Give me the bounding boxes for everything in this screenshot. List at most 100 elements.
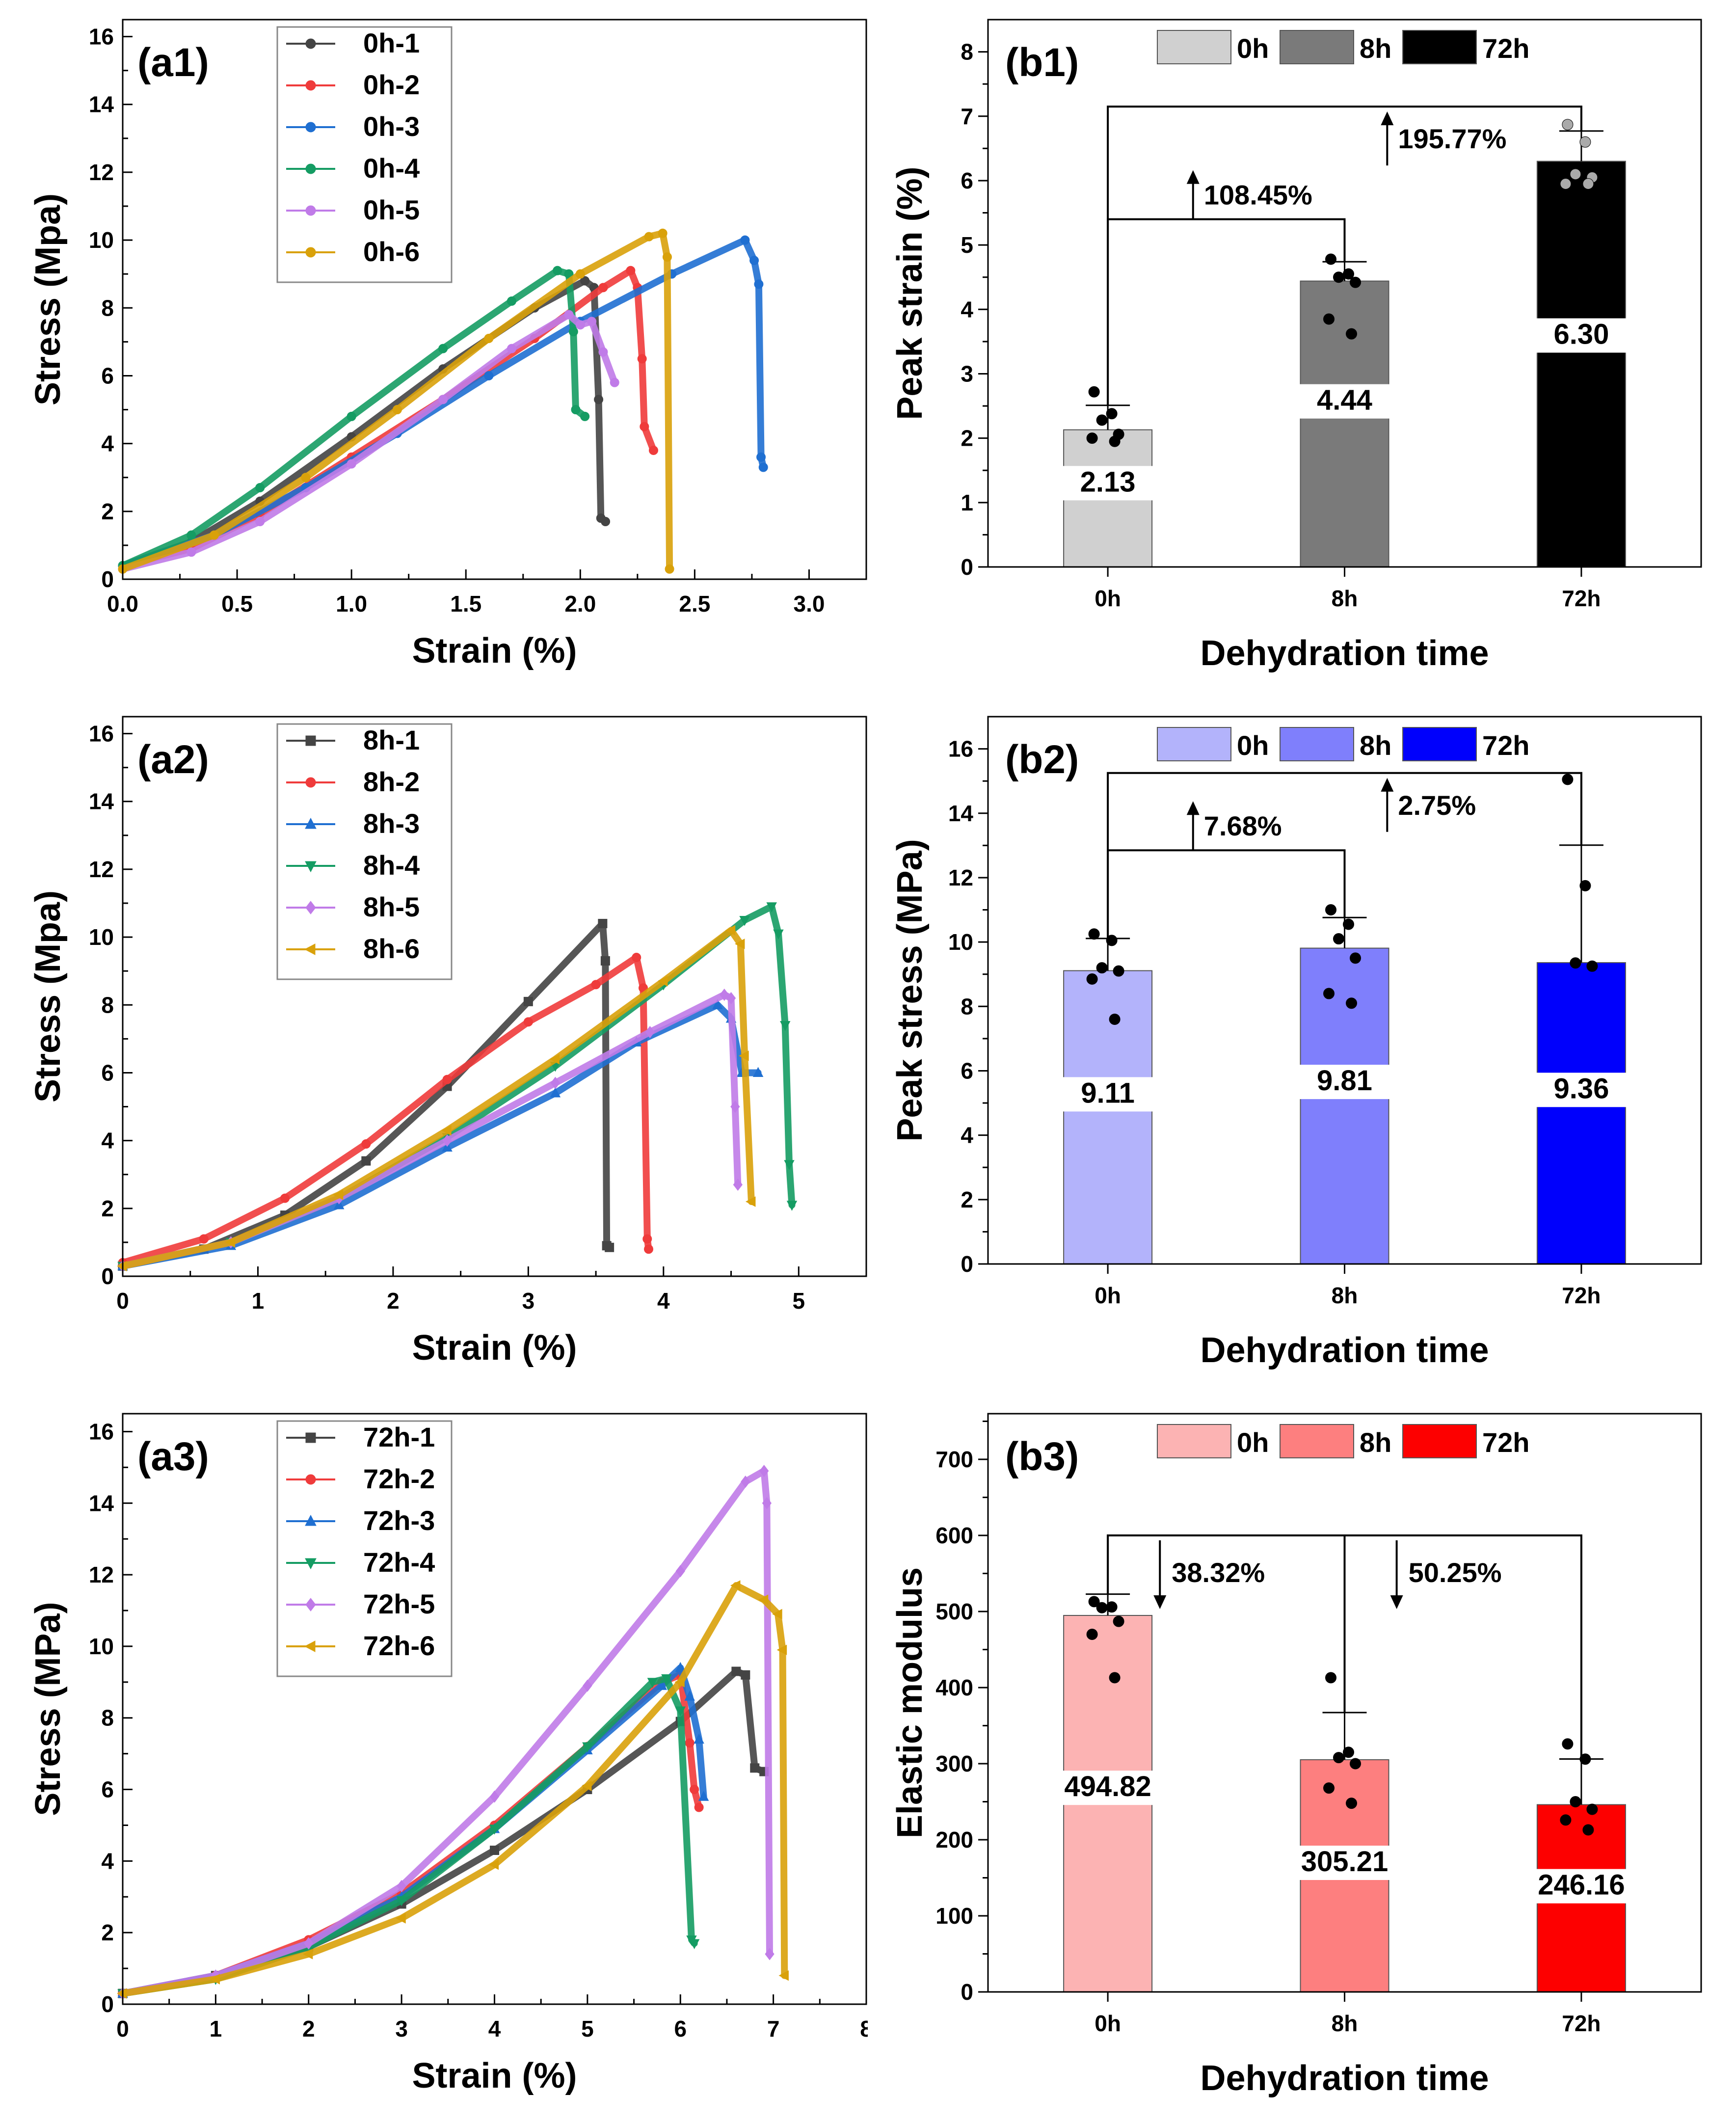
- data-point-8h-6: [739, 1050, 749, 1061]
- data-point-72h-3: [694, 1733, 704, 1744]
- data-point: [1570, 957, 1581, 969]
- panel-a3: 0 2 4 6 8 10 12 14 16 0 1 2 3 4 5 6 7 8 Strain (%) Stress (…: [0, 1394, 868, 2122]
- data-point: [1113, 1615, 1124, 1627]
- data-point: [1096, 962, 1108, 974]
- data-point-72h-1: [731, 1666, 741, 1676]
- x-tick-label: 2: [302, 2016, 315, 2041]
- data-point-0h-1: [601, 517, 611, 527]
- data-point-0h-2: [626, 266, 636, 275]
- bracket-38.32%: 38.32%: [1107, 1534, 1346, 1713]
- x-tick-label: 4: [488, 2016, 501, 2041]
- legend-box: [276, 1420, 453, 1677]
- y-tick-label: 8: [101, 992, 114, 1018]
- y-tick-label: 3: [961, 361, 973, 386]
- x-axis-label: Strain (%): [412, 631, 577, 671]
- data-point-0h-4: [507, 296, 516, 306]
- series-72h-1: [118, 1666, 769, 1998]
- y-tick-label: 0: [961, 1979, 973, 2005]
- panel-label: (b2): [1005, 737, 1079, 782]
- data-point-8h-5: [550, 1076, 561, 1089]
- y-tick-label: 8: [961, 39, 973, 65]
- y-tick-label: 14: [89, 1490, 114, 1516]
- legend-marker-72h-4: [305, 1558, 317, 1570]
- series-0h-6: [118, 228, 674, 574]
- data-point-8h-6: [745, 1196, 756, 1207]
- x-tick-label: 72h: [1562, 2011, 1601, 2036]
- legend-marker-8h-2: [305, 777, 316, 788]
- data-point: [1582, 178, 1594, 189]
- bracket-percent-label: 38.32%: [1172, 1557, 1265, 1588]
- x-tick-label: 8h: [1332, 586, 1358, 611]
- legend-swatch-72h: [1402, 727, 1477, 761]
- data-point-8h-5: [730, 1101, 740, 1113]
- data-point-72h-6: [730, 1580, 741, 1591]
- y-tick-label: 0: [961, 1251, 973, 1277]
- data-point: [1109, 1014, 1121, 1025]
- panel-a2: 0 2 4 6 8 10 12 14 16 0 1 2 3 4 5 Strain (%) Stress (Mpa…: [0, 697, 868, 1394]
- data-point-72h-6: [674, 1677, 685, 1688]
- data-point-0h-6: [575, 269, 585, 279]
- legend-label-8h-6: 8h-6: [363, 933, 420, 964]
- data-point-72h-3: [698, 1791, 709, 1801]
- series-0h-4: [118, 266, 590, 570]
- y-tick-label: 6: [961, 168, 973, 193]
- data-point: [1346, 328, 1357, 340]
- legend-label-0h: 0h: [1237, 33, 1269, 64]
- legend-marker-0h-4: [305, 163, 316, 174]
- value-label-bg: [1536, 318, 1627, 353]
- data-point-8h-2: [442, 1074, 452, 1084]
- data-point-0h-4: [187, 530, 196, 540]
- x-tick-label: 72h: [1562, 586, 1601, 611]
- data-point-72h-2: [690, 1785, 699, 1795]
- bar-value-label: 494.82: [1064, 1771, 1151, 1802]
- y-axis-label: Stress (Mpa): [28, 890, 68, 1102]
- y-tick-label: 1: [961, 490, 973, 515]
- y-tick-label: 6: [101, 1777, 114, 1802]
- data-point-72h-5: [741, 1476, 750, 1488]
- data-point: [1350, 952, 1361, 964]
- x-tick-label: 3.0: [793, 591, 825, 617]
- bar-0h: [1063, 970, 1153, 1264]
- x-tick-label: 8: [860, 2016, 868, 2041]
- data-point: [1586, 960, 1598, 972]
- data-point: [1562, 1738, 1574, 1750]
- legend-marker-8h-3: [305, 817, 317, 829]
- legend-label-72h: 72h: [1482, 1427, 1530, 1458]
- data-point-72h-5: [489, 1790, 500, 1803]
- bar-8h: [1300, 280, 1389, 567]
- value-label-bg: [1063, 1771, 1153, 1805]
- data-point-8h-6: [734, 939, 745, 949]
- legend: 8h-1 8h-2 8h-3 8h-4 8h-5 8h-6: [276, 723, 453, 980]
- data-point-0h-6: [644, 232, 654, 242]
- panel-label: (b1): [1005, 40, 1079, 85]
- data-point: [1088, 928, 1100, 940]
- legend-label-0h: 0h: [1237, 1427, 1269, 1458]
- data-point-8h-2: [591, 980, 601, 990]
- panel-a1: 0 2 4 6 8 10 12 14 16 0.0 0.5 1.0 1.5 2.0 2.5 3.0 Strain…: [0, 0, 868, 697]
- x-tick-label: 4: [657, 1288, 670, 1314]
- plot-frame: [122, 716, 867, 1277]
- y-tick-label: 2: [101, 1920, 114, 1945]
- data-point: [1343, 1746, 1354, 1758]
- y-tick-label: 7: [961, 104, 973, 129]
- data-point-0h-4: [347, 411, 356, 421]
- value-label-bg: [1299, 1065, 1390, 1100]
- series-line-72h-6: [119, 1582, 788, 1997]
- legend-marker-72h-5: [305, 1598, 316, 1612]
- y-tick-label: 0: [101, 566, 114, 592]
- y-tick-label: 6: [961, 1058, 973, 1083]
- data-point: [1570, 168, 1581, 180]
- series-line-8h-3: [119, 1001, 762, 1270]
- arrow-down-icon: [1153, 1595, 1167, 1609]
- data-point-0h-5: [255, 517, 265, 527]
- series-8h-6: [117, 925, 756, 1271]
- series-72h-4: [117, 1674, 700, 2000]
- x-tick-label: 2.5: [679, 591, 710, 617]
- bracket-50.25%: 50.25%: [1107, 1534, 1582, 1759]
- data-point-8h-6: [725, 925, 736, 936]
- data-point-8h-5: [720, 989, 729, 1001]
- legend-swatch-72h: [1402, 1424, 1477, 1458]
- data-point-0h-1: [580, 276, 590, 286]
- arrow-up-icon: [1381, 111, 1394, 126]
